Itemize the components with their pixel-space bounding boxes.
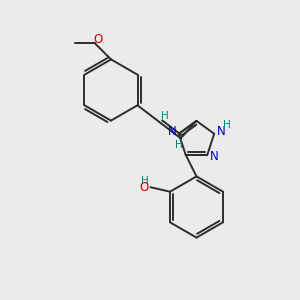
Text: H: H — [223, 120, 231, 130]
Text: H: H — [141, 176, 149, 186]
Text: N: N — [210, 149, 218, 163]
Text: N: N — [216, 125, 225, 138]
Text: O: O — [140, 181, 149, 194]
Text: H: H — [175, 140, 183, 150]
Text: O: O — [94, 33, 103, 46]
Text: N: N — [168, 125, 177, 138]
Text: H: H — [160, 111, 168, 122]
